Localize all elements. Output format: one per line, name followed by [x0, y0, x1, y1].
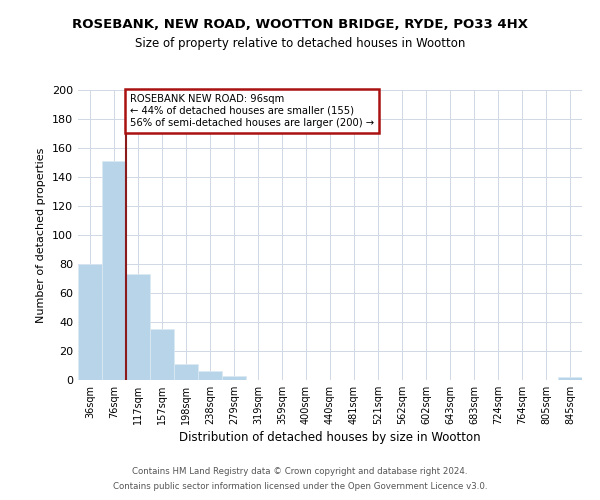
Text: ROSEBANK, NEW ROAD, WOOTTON BRIDGE, RYDE, PO33 4HX: ROSEBANK, NEW ROAD, WOOTTON BRIDGE, RYDE…	[72, 18, 528, 30]
Bar	[174, 364, 198, 380]
X-axis label: Distribution of detached houses by size in Wootton: Distribution of detached houses by size …	[179, 431, 481, 444]
Text: Size of property relative to detached houses in Wootton: Size of property relative to detached ho…	[135, 38, 465, 51]
Bar	[102, 161, 126, 380]
Bar	[222, 376, 246, 380]
Bar	[126, 274, 150, 380]
Text: ROSEBANK NEW ROAD: 96sqm
← 44% of detached houses are smaller (155)
56% of semi-: ROSEBANK NEW ROAD: 96sqm ← 44% of detach…	[130, 94, 374, 128]
Bar	[150, 329, 174, 380]
Text: Contains public sector information licensed under the Open Government Licence v3: Contains public sector information licen…	[113, 482, 487, 491]
Text: Contains HM Land Registry data © Crown copyright and database right 2024.: Contains HM Land Registry data © Crown c…	[132, 467, 468, 476]
Y-axis label: Number of detached properties: Number of detached properties	[37, 148, 46, 322]
Bar	[558, 377, 582, 380]
Bar	[198, 372, 222, 380]
Bar	[78, 264, 102, 380]
